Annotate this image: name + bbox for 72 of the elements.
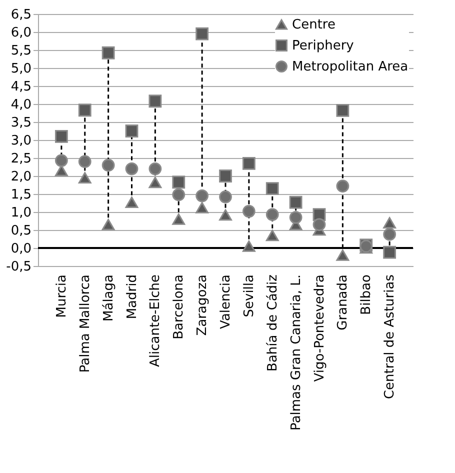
point bbox=[148, 176, 162, 188]
y-tick-label: 1,0 bbox=[10, 206, 32, 220]
point bbox=[125, 196, 138, 208]
point bbox=[312, 218, 326, 232]
point bbox=[289, 196, 302, 209]
point bbox=[172, 188, 186, 202]
x-tick-label: Bahía de Cádiz bbox=[265, 274, 280, 372]
point bbox=[383, 217, 396, 228]
point bbox=[336, 104, 350, 117]
x-tick-label: Bilbao bbox=[359, 274, 374, 315]
y-tick-label: 0,0 bbox=[10, 242, 32, 256]
point bbox=[266, 208, 279, 221]
point bbox=[219, 190, 232, 204]
x-tick-label: Vigo-Pontevedra bbox=[312, 274, 328, 382]
point bbox=[289, 210, 302, 224]
x-tick-label: Palmas Gran Canaria, L. bbox=[288, 274, 304, 430]
point bbox=[266, 182, 279, 196]
point bbox=[266, 230, 279, 242]
x-tick-label: Valencia bbox=[218, 274, 234, 329]
point bbox=[102, 218, 115, 230]
x-tick-label: Granada bbox=[336, 274, 351, 330]
point bbox=[242, 240, 256, 252]
y-tick-label: 2,5 bbox=[10, 152, 32, 166]
point bbox=[172, 176, 186, 189]
y-tick-label: 4,0 bbox=[10, 98, 32, 112]
y-tick-label: 5,5 bbox=[10, 44, 32, 58]
point bbox=[102, 46, 115, 60]
x-tick-label: Palma Mallorca bbox=[78, 274, 93, 373]
x-tick-label: Sevilla bbox=[242, 274, 257, 318]
point bbox=[148, 162, 162, 176]
x-tick-label: Barcelona bbox=[172, 274, 187, 340]
point bbox=[383, 246, 396, 259]
x-tick-label: Alicante-Elche bbox=[148, 274, 164, 367]
point bbox=[54, 130, 68, 143]
point bbox=[172, 214, 186, 225]
y-tick-label: -0,5 bbox=[6, 260, 32, 274]
point bbox=[383, 228, 396, 241]
point bbox=[78, 172, 92, 184]
y-tick-label: 5,0 bbox=[10, 62, 32, 76]
point bbox=[148, 94, 162, 108]
y-tick-label: 0,5 bbox=[10, 224, 32, 238]
point bbox=[196, 202, 209, 214]
y-tick-label: 3,0 bbox=[10, 134, 32, 148]
y-tick-label: 1,5 bbox=[10, 188, 32, 202]
point bbox=[196, 27, 209, 40]
y-tick-label: 6,5 bbox=[10, 8, 32, 22]
x-tick-label: Zaragoza bbox=[195, 274, 210, 336]
point bbox=[125, 162, 138, 176]
x-tick-label: Málaga bbox=[101, 274, 116, 322]
x-tick-label: Murcia bbox=[54, 274, 70, 318]
x-tick-label: Madrid bbox=[124, 274, 140, 320]
point bbox=[102, 158, 115, 172]
y-tick-label: 2,0 bbox=[10, 170, 32, 184]
point bbox=[242, 204, 256, 218]
point bbox=[242, 156, 256, 170]
point bbox=[336, 250, 350, 261]
point bbox=[54, 164, 68, 176]
x-tick-label: Central de Asturias bbox=[382, 274, 398, 400]
point bbox=[219, 170, 232, 182]
legend-label: Metropolitan Area bbox=[292, 60, 408, 74]
y-tick-label: 6,0 bbox=[10, 26, 32, 40]
legend-label: Centre bbox=[292, 18, 336, 32]
point bbox=[336, 180, 350, 193]
y-tick-label: 4,5 bbox=[10, 80, 32, 94]
point bbox=[78, 104, 92, 117]
point bbox=[219, 209, 232, 221]
point bbox=[125, 124, 138, 138]
y-tick-label: 3,5 bbox=[10, 116, 32, 130]
point bbox=[54, 154, 68, 167]
point bbox=[78, 155, 92, 168]
legend-label: Periphery bbox=[292, 38, 354, 54]
point bbox=[196, 189, 209, 202]
